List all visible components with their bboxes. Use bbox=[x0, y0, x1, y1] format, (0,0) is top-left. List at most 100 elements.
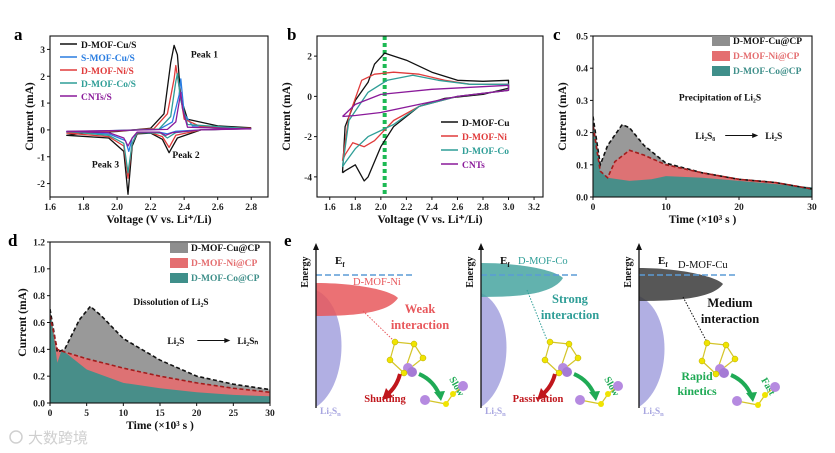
legend-item: D-MOF-Cu@CP bbox=[170, 243, 260, 254]
plot-area bbox=[66, 44, 252, 195]
x-tick-label: 2.8 bbox=[477, 203, 489, 213]
area-D-MOF-Co@CP bbox=[593, 122, 812, 197]
fermi-sub: f bbox=[507, 261, 510, 269]
polysulfide-main: Li₂S bbox=[320, 407, 337, 417]
edge-line-D-MOF-Ni@CP bbox=[593, 126, 812, 190]
d-band-lobe bbox=[639, 268, 723, 301]
material-label: D-MOF-Cu bbox=[678, 260, 728, 271]
conversion-arrow bbox=[573, 372, 596, 395]
d-band-lobe bbox=[481, 263, 563, 297]
legend-label: CNTs/S bbox=[81, 93, 112, 103]
polysulfide-band bbox=[316, 290, 342, 407]
legend-label: D-MOF-Cu/S bbox=[81, 41, 136, 51]
conversion-arrowhead-icon bbox=[746, 392, 757, 402]
panel-label-c: c bbox=[553, 25, 561, 44]
outcome-label: Passivation bbox=[513, 394, 564, 405]
y-axis-label: Current (mA) bbox=[557, 82, 569, 151]
conversion-arrowhead-icon bbox=[589, 391, 600, 401]
sulfur-atom bbox=[450, 391, 456, 397]
y-tick-label: 1.2 bbox=[33, 239, 45, 249]
series-line-CNTs/S bbox=[66, 91, 252, 147]
lithium-atom bbox=[575, 395, 585, 405]
x-tick-label: 30 bbox=[265, 409, 275, 419]
interaction-label-line1: Weak bbox=[405, 302, 436, 316]
sulfur-atom bbox=[605, 391, 611, 397]
polysulfide-sub: n bbox=[337, 411, 341, 418]
area-D-MOF-Ni@CP bbox=[593, 126, 812, 197]
sulfur-atom bbox=[410, 340, 418, 348]
panel-label-b: b bbox=[287, 25, 296, 44]
interaction-label-line2: interaction bbox=[391, 318, 449, 332]
sulfur-atom bbox=[400, 369, 408, 377]
area-D-MOF-Co@CP bbox=[50, 309, 270, 403]
x-tick-label: 0 bbox=[48, 409, 53, 419]
polysulfide-band bbox=[639, 296, 665, 407]
legend-item: D-MOF-Ni@CP bbox=[170, 258, 258, 269]
sulfur-atom bbox=[598, 401, 604, 407]
li2sn-molecule-icon bbox=[698, 339, 739, 378]
y-tick-label: 0.0 bbox=[33, 400, 45, 410]
x-tick-label: 15 bbox=[155, 409, 165, 419]
fermi-level-label: Ef bbox=[500, 255, 510, 269]
sulfur-atom bbox=[762, 392, 768, 398]
x-tick-label: 2.4 bbox=[426, 203, 438, 213]
y-tick-label: 2 bbox=[40, 73, 45, 83]
material-label: D-MOF-Co bbox=[518, 256, 568, 267]
y-axis-label: Current (mA) bbox=[24, 82, 36, 151]
outcome-arrowhead-icon bbox=[382, 388, 393, 400]
product-molecule-icon bbox=[575, 381, 623, 407]
legend-label: D-MOF-Co@CP bbox=[191, 274, 260, 284]
li2sn-molecule-icon bbox=[541, 338, 582, 377]
y-tick-label: 1 bbox=[40, 100, 45, 110]
polysulfide-main: Li₂S bbox=[485, 407, 502, 417]
legend-label: D-MOF-Cu@CP bbox=[733, 37, 802, 47]
sulfur-atom bbox=[555, 369, 563, 377]
polysulfide-sub: n bbox=[502, 411, 506, 418]
lithium-atom bbox=[719, 368, 729, 378]
y-tick-label: 0 bbox=[40, 126, 45, 136]
x-tick-label: 10 bbox=[119, 409, 129, 419]
product-molecule-icon bbox=[420, 381, 468, 407]
y-tick-label: 3 bbox=[40, 46, 45, 56]
y-tick-label: -1 bbox=[37, 153, 45, 163]
polysulfide-band bbox=[481, 293, 507, 407]
chart-panel-a: 1.6 1.8 2.0 2.2 2.4 2.6 2.8 -2 -1 0 1 2 3 Voltage (V … bbox=[24, 35, 269, 226]
x-tick-label: 25 bbox=[229, 409, 239, 419]
chart-panel-c: 0 10 20 30 0.0 0.1 0.2 0.3 0.4 0.5 Time (×10³ s ) C… bbox=[557, 33, 817, 227]
legend-item: D-MOF-Co@CP bbox=[712, 66, 802, 77]
outcome-label: Shuttling bbox=[364, 394, 406, 405]
legend-item: D-MOF-Ni/S bbox=[60, 67, 134, 77]
x-tick-label: 2.0 bbox=[375, 203, 387, 213]
reaction-product: Li₂S bbox=[765, 132, 782, 142]
schematic-D-MOF-Ni: Energy EfLi₂SnD-MOF-NiWeakinteractionSlow… bbox=[300, 243, 468, 418]
plot-frame bbox=[49, 35, 269, 198]
reaction-reactant: Li₂S bbox=[167, 337, 184, 347]
legend-item: D-MOF-Ni bbox=[441, 133, 507, 143]
legend-label: D-MOF-Ni bbox=[462, 133, 507, 143]
li2sn-molecule-icon bbox=[386, 338, 427, 377]
sulfur-atom bbox=[722, 341, 730, 349]
x-tick-label: 2.2 bbox=[145, 203, 157, 213]
legend-label: D-MOF-Cu bbox=[462, 119, 510, 129]
x-tick-label: 1.8 bbox=[78, 203, 90, 213]
x-tick-label: 30 bbox=[807, 203, 817, 213]
x-axis-label: Time (×10³ s ) bbox=[669, 214, 737, 226]
plot-frame bbox=[592, 35, 813, 198]
reaction-arrow-icon bbox=[752, 133, 759, 139]
legend-label: D-MOF-Cu@CP bbox=[191, 244, 260, 254]
sulfur-atom bbox=[712, 370, 720, 378]
x-tick-label: 1.6 bbox=[44, 203, 56, 213]
sulfur-atom bbox=[443, 401, 449, 407]
x-tick-label: 20 bbox=[192, 409, 202, 419]
sulfur-atom bbox=[419, 354, 427, 362]
legend-swatch bbox=[170, 243, 188, 253]
d-band-lobe bbox=[316, 283, 398, 316]
y-tick-label: 0.2 bbox=[33, 373, 45, 383]
watermark-text: 大数跨境 bbox=[28, 429, 88, 447]
y-tick-label: 0.4 bbox=[576, 65, 588, 75]
interaction-connector bbox=[682, 296, 708, 343]
lithium-atom bbox=[407, 367, 417, 377]
x-tick-label: 20 bbox=[734, 203, 744, 213]
